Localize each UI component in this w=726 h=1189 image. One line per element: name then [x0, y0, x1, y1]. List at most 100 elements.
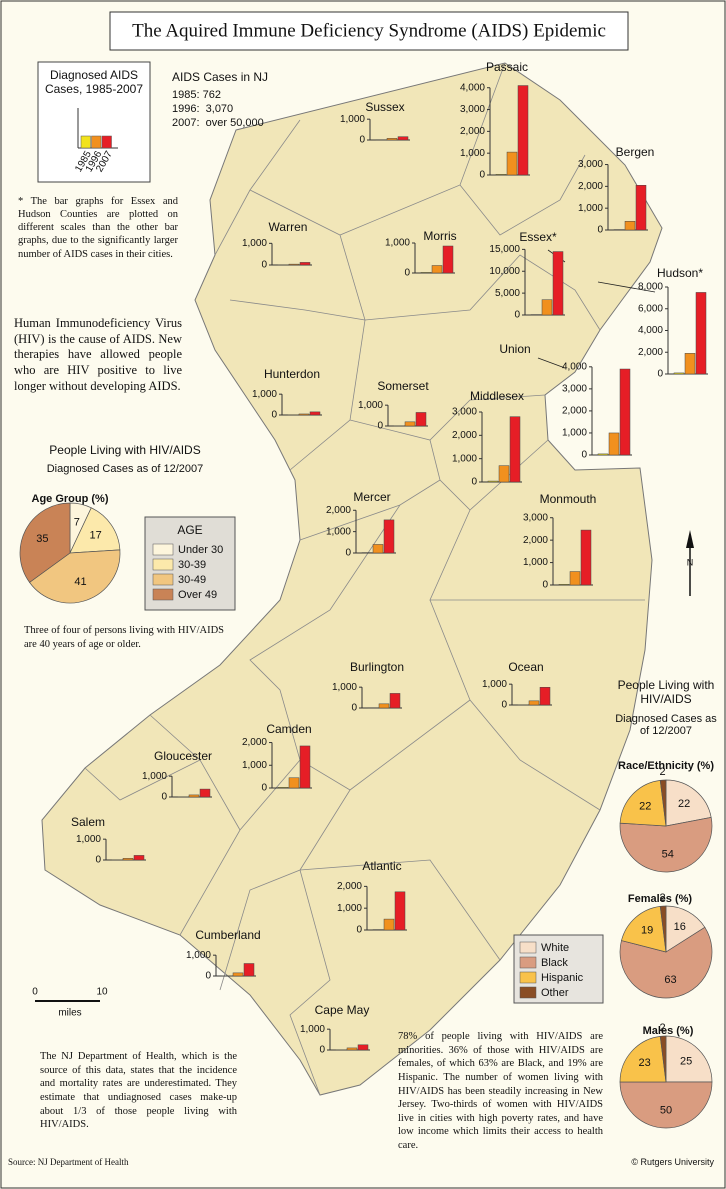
bar	[552, 251, 564, 316]
county-name: Essex*	[519, 230, 557, 244]
pie-label: 63	[664, 974, 676, 986]
y-tick-label: 1,000	[358, 400, 383, 411]
key-swatch	[80, 135, 91, 149]
y-tick-label: 0	[205, 971, 211, 982]
bar	[580, 529, 592, 586]
bar	[288, 263, 300, 266]
y-tick-label: 0	[479, 170, 485, 181]
bar	[309, 411, 321, 416]
county-name: Middlesex	[470, 389, 524, 403]
pie-slice	[29, 549, 121, 604]
county-name: Somerset	[377, 379, 429, 393]
bar	[404, 421, 416, 427]
y-tick-label: 2,000	[242, 737, 267, 748]
age-caption: Three of four of persons living with HIV…	[24, 625, 224, 650]
key-swatch	[101, 135, 112, 149]
y-tick-label: 4,000	[460, 82, 485, 93]
y-tick-label: 4,000	[638, 325, 663, 336]
y-tick-label: 0	[271, 410, 277, 421]
y-tick-label: 0	[657, 369, 663, 380]
nj-cases-title: AIDS Cases in NJ	[172, 70, 269, 84]
county-name: Cumberland	[195, 928, 260, 942]
nj-outline	[41, 62, 663, 1096]
bar	[372, 544, 384, 554]
bar	[383, 918, 395, 931]
bar	[673, 372, 685, 375]
y-tick-label: 0	[471, 477, 477, 488]
y-tick-label: 0	[542, 580, 548, 591]
legend-swatch	[519, 971, 537, 984]
y-tick-label: 10,000	[489, 266, 520, 277]
key-title: Diagnosed AIDS Cases, 1985-2007	[44, 68, 144, 96]
y-tick-label: 1,000	[242, 760, 267, 771]
pie-title: Age Group (%)	[32, 493, 109, 505]
y-tick-label: 1,000	[76, 834, 101, 845]
pie-label: 2	[660, 892, 666, 904]
y-tick-label: 1,000	[332, 682, 357, 693]
pie-label: 2	[660, 1022, 666, 1034]
pie-label: 22	[639, 800, 651, 812]
legend-title: AGE	[177, 523, 202, 537]
legend-swatch	[152, 588, 174, 601]
bar	[539, 687, 551, 706]
bar	[378, 703, 390, 709]
y-tick-label: 0	[345, 548, 351, 559]
scale-start: 0	[32, 987, 38, 998]
county-name: Atlantic	[362, 859, 401, 873]
y-tick-label: 1,000	[385, 238, 410, 249]
county-name: Hudson*	[657, 266, 703, 280]
county-name: Gloucester	[154, 749, 212, 763]
y-tick-label: 1,000	[300, 1024, 325, 1035]
pie-slice	[621, 905, 667, 953]
footnote: * The bar graphs for Essex and Hudson Co…	[18, 196, 178, 260]
pie-slice	[659, 779, 667, 827]
union-pointer	[537, 357, 566, 369]
legend-label: 30-49	[178, 574, 206, 586]
pie-label: 7	[74, 517, 80, 529]
y-tick-label: 6,000	[638, 303, 663, 314]
pie-slice	[619, 816, 713, 873]
compass-label: N	[687, 557, 694, 567]
bar	[509, 416, 521, 483]
bar	[431, 265, 443, 274]
bar	[188, 794, 200, 798]
y-tick-label: 0	[581, 450, 587, 461]
pie-slice	[659, 905, 667, 953]
y-tick-label: 3,000	[578, 159, 603, 170]
pie-slice	[619, 926, 713, 999]
bar	[243, 963, 255, 977]
county-name: Ocean	[508, 660, 543, 674]
bar	[608, 432, 620, 456]
legend-swatch	[152, 573, 174, 586]
legend-swatch	[152, 543, 174, 556]
legend-label: Black	[541, 957, 568, 969]
bar	[420, 272, 432, 274]
nj-cases-line: 1996: 3,070	[172, 103, 234, 115]
race-section-title: People Living with HIV/AIDS	[617, 678, 715, 706]
legend-label: White	[541, 942, 569, 954]
page-title: The Aquired Immune Deficiency Syndrome (…	[132, 20, 606, 41]
y-tick-label: 3,000	[523, 512, 548, 523]
y-tick-label: 1,000	[482, 679, 507, 690]
pie-label: 2	[660, 766, 666, 778]
county-lines	[84, 62, 645, 1096]
legend-label: Over 49	[178, 589, 217, 601]
title-box	[109, 11, 629, 51]
y-tick-label: 1,000	[452, 453, 477, 464]
y-tick-label: 1,000	[186, 950, 211, 961]
minorities-text: 78% of people living with HIV/AIDS are m…	[398, 1031, 603, 1152]
bar	[357, 1044, 369, 1051]
y-tick-label: 0	[501, 700, 507, 711]
bar	[487, 480, 499, 483]
legend-label: Other	[541, 987, 569, 999]
county-name: Camden	[266, 722, 311, 736]
y-tick-label: 2,000	[523, 535, 548, 546]
bar	[199, 788, 211, 798]
legend-swatch	[519, 986, 537, 999]
county-name: Burlington	[350, 660, 404, 674]
y-tick-label: 0	[95, 855, 101, 866]
y-tick-label: 0	[356, 925, 362, 936]
bar	[389, 693, 401, 709]
